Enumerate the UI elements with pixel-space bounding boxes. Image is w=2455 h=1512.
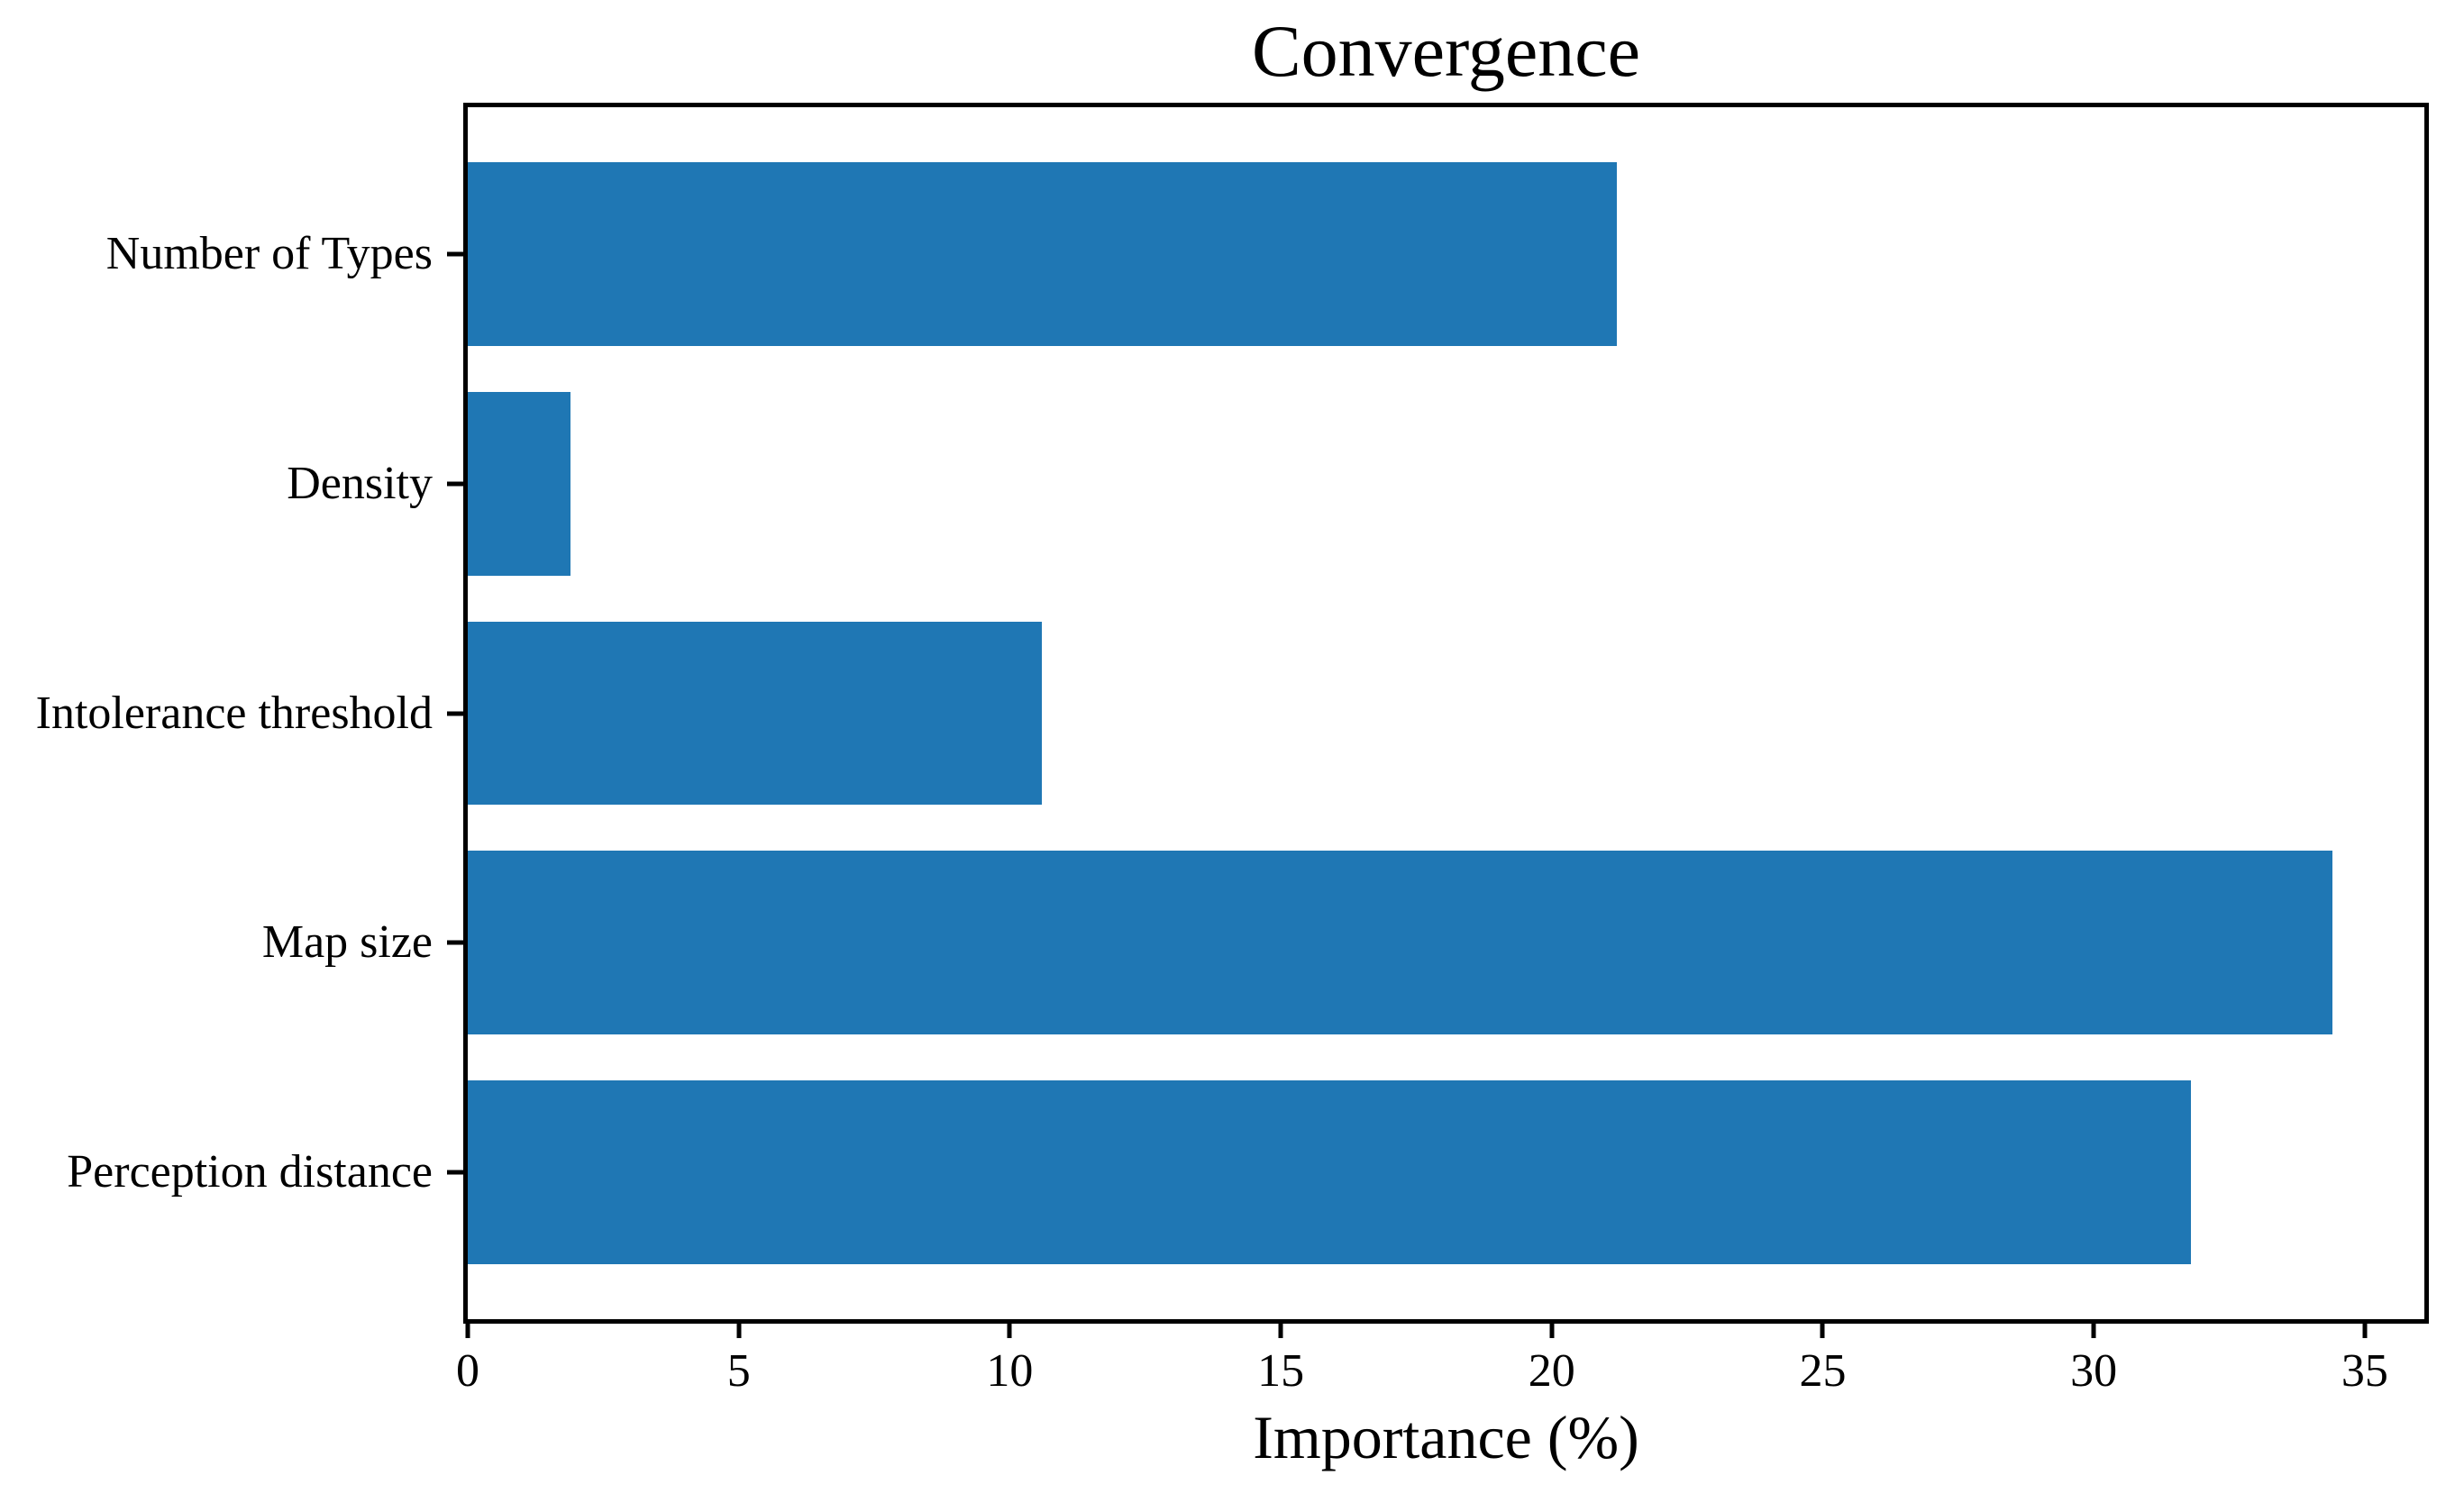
x-tick-10 — [1007, 1324, 1012, 1338]
x-tick-15 — [1278, 1324, 1283, 1338]
x-tick-label-15: 15 — [1257, 1345, 1305, 1397]
x-tick-label-20: 20 — [1528, 1345, 1575, 1397]
y-tick-intolerance-threshold — [447, 711, 463, 715]
y-tick-density — [447, 481, 463, 487]
bar-number-of-types — [468, 162, 1617, 346]
y-tick-number-of-types — [447, 251, 463, 257]
y-tick-map-size — [447, 940, 463, 945]
y-tick-label-intolerance-threshold: Intolerance threshold — [35, 687, 433, 739]
bar-intolerance-threshold — [468, 621, 1043, 806]
x-tick-35 — [2362, 1324, 2368, 1338]
x-tick-20 — [1549, 1324, 1555, 1338]
x-tick-label-10: 10 — [986, 1345, 1034, 1397]
y-tick-label-map-size: Map size — [261, 916, 433, 969]
y-tick-label-density: Density — [287, 457, 433, 509]
y-tick-perception-distance — [447, 1170, 463, 1175]
x-tick-label-5: 5 — [726, 1345, 751, 1397]
x-tick-30 — [2091, 1324, 2096, 1338]
bar-density — [468, 391, 571, 576]
x-tick-25 — [1820, 1324, 1825, 1338]
bar-map-size — [468, 851, 2332, 1035]
x-tick-label-25: 25 — [1799, 1345, 1847, 1397]
x-axis-label: Importance (%) — [1253, 1403, 1639, 1471]
y-tick-label-perception-distance: Perception distance — [67, 1145, 433, 1198]
chart-title: Convergence — [1251, 10, 1641, 92]
x-tick-label-35: 35 — [2341, 1345, 2388, 1397]
y-tick-label-number-of-types: Number of Types — [105, 228, 433, 280]
x-tick-5 — [736, 1324, 742, 1338]
plot-area: Number of Types Density Intolerance thresh… — [36, 103, 2429, 1395]
bar-perception-distance — [468, 1080, 2192, 1264]
x-tick-0 — [465, 1324, 470, 1338]
x-tick-label-30: 30 — [2070, 1345, 2118, 1397]
x-tick-label-0: 0 — [456, 1345, 479, 1397]
